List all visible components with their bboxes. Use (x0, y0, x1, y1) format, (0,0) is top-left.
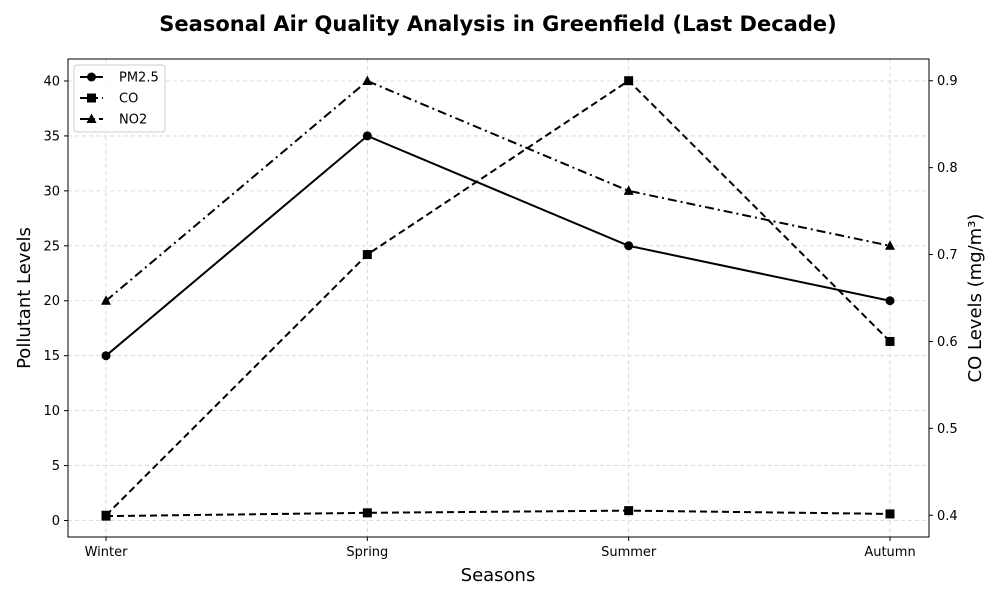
series-no2 (101, 75, 895, 305)
y-axis-left: 0 5 10 15 20 25 30 35 40 (43, 74, 68, 529)
chart-title: Seasonal Air Quality Analysis in Greenfi… (159, 12, 836, 36)
data-point-co (624, 506, 634, 516)
y-tick-label: 15 (43, 349, 60, 364)
y-axis-label: Pollutant Levels (14, 227, 35, 369)
series-line-co (105, 509, 891, 518)
data-point-pm25 (624, 241, 634, 251)
data-point-co (362, 508, 372, 518)
legend-marker-pm25 (87, 72, 96, 82)
x-tick-label: Winter (85, 545, 129, 560)
y-right-tick-label: 0.9 (937, 74, 958, 89)
data-point-no2 (101, 295, 111, 305)
grid (68, 59, 929, 537)
data-point-co-right (362, 250, 372, 260)
y-axis-right-label: CO Levels (mg/m³) (965, 214, 986, 383)
y-tick-label: 30 (43, 184, 60, 199)
data-point-no2 (623, 185, 634, 195)
legend-marker-co (87, 93, 96, 103)
series-co-right (101, 76, 895, 520)
y-right-tick-label: 0.8 (937, 161, 958, 176)
legend: PM2.5 CO NO2 (73, 64, 166, 133)
legend-label-no2: NO2 (119, 113, 147, 128)
series-line-co-right (105, 79, 891, 516)
y-tick-label: 35 (43, 129, 60, 144)
y-tick-label: 40 (43, 74, 60, 89)
data-point-co-right (101, 510, 111, 520)
y-right-tick-label: 0.7 (937, 248, 958, 263)
y-tick-label: 0 (52, 514, 60, 529)
legend-marker-no2 (86, 113, 97, 123)
data-point-pm25 (362, 131, 372, 141)
x-axis: Winter Spring Summer Autumn (85, 537, 916, 560)
y-right-tick-label: 0.6 (937, 335, 958, 350)
series-layer (101, 75, 895, 521)
data-point-co-right (885, 336, 895, 346)
series-line-pm25 (105, 134, 891, 357)
y-right-tick-label: 0.4 (937, 509, 958, 524)
y-tick-label: 25 (43, 239, 60, 254)
data-point-no2 (885, 240, 895, 250)
x-tick-label: Autumn (864, 545, 915, 560)
y-tick-label: 10 (43, 404, 60, 419)
y-right-tick-label: 0.5 (937, 422, 958, 437)
data-point-pm25 (101, 351, 111, 361)
data-point-co (885, 509, 895, 519)
data-point-pm25 (885, 296, 895, 306)
series-pm25 (101, 131, 895, 361)
y-tick-label: 20 (43, 294, 60, 309)
y-axis-right: 0.4 0.5 0.6 0.7 0.8 0.9 (929, 74, 958, 524)
y-tick-label: 5 (52, 459, 60, 474)
legend-label-co: CO (119, 92, 138, 107)
series-co (101, 506, 895, 521)
x-tick-label: Spring (346, 545, 388, 560)
series-line-no2 (105, 79, 891, 302)
x-tick-label: Summer (601, 545, 657, 560)
x-axis-label: Seasons (461, 565, 536, 586)
legend-label-pm25: PM2.5 (119, 71, 159, 86)
data-point-no2 (362, 75, 373, 85)
data-point-co-right (624, 76, 634, 86)
legend-box (73, 64, 166, 133)
plot-frame (67, 58, 930, 538)
